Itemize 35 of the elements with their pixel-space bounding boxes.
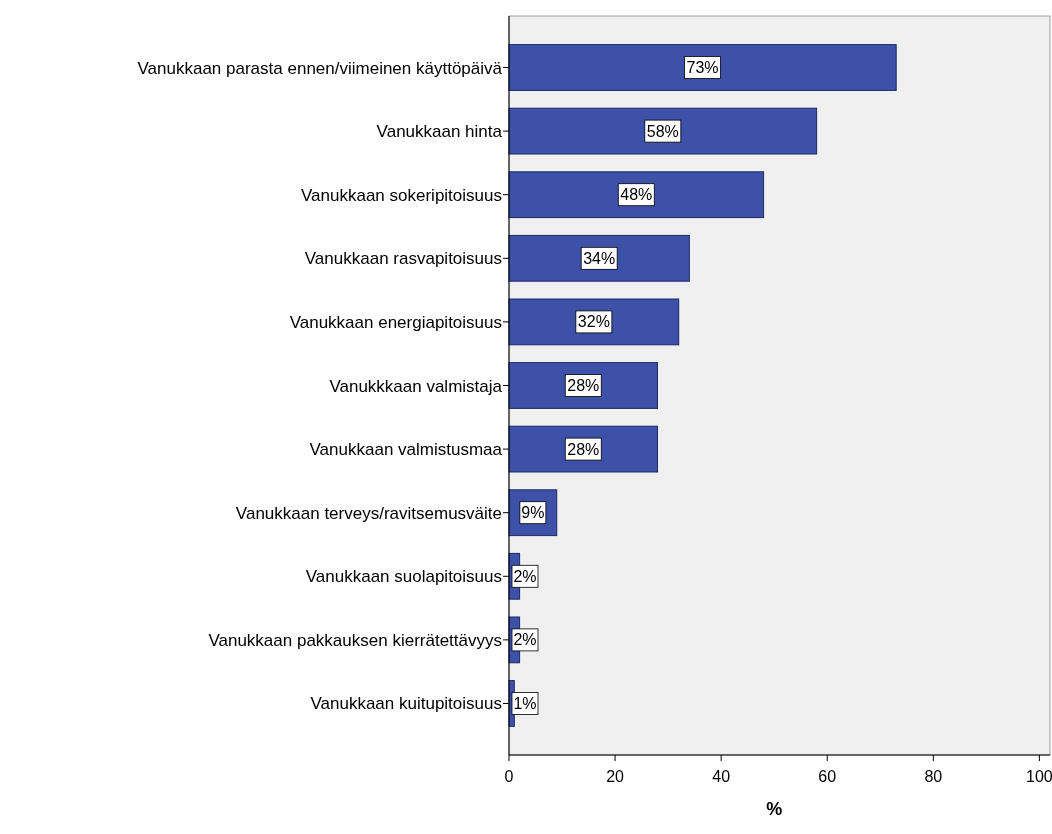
y-tick-label: Vanukkaan pakkauksen kierrätettävyys — [208, 630, 502, 650]
bar — [508, 362, 659, 409]
x-tick-label: 0 — [504, 768, 514, 785]
y-tick-label: Vanukkaan sokeripitoisuus — [301, 185, 502, 205]
y-tick-label: Vanukkaan hinta — [376, 122, 503, 142]
y-tick-label: Vanukkaan valmistusmaa — [309, 440, 503, 460]
data-label: 9% — [521, 504, 545, 522]
x-tick-label: 20 — [606, 768, 625, 785]
y-tick-label: Vanukkaan rasvapitoisuus — [304, 249, 502, 269]
data-label: 73% — [686, 59, 719, 77]
y-tick-label: Vanukkaan parasta ennen/viimeinen käyttöpäivä — [137, 58, 503, 78]
x-tick-label: 100 — [1026, 768, 1052, 785]
bar — [508, 107, 818, 155]
data-label: 2% — [513, 567, 537, 585]
data-label: 28% — [567, 377, 600, 394]
x-tick-label: 40 — [712, 768, 731, 785]
y-tick-label: Vanukkaan kuitupitoisuus — [310, 694, 502, 714]
data-label: 58% — [646, 122, 679, 140]
bar — [508, 44, 897, 91]
bar — [508, 234, 690, 282]
data-label: 1% — [513, 694, 537, 712]
data-label: 48% — [620, 186, 653, 204]
data-label: 28% — [567, 440, 600, 458]
x-axis-title: % — [766, 799, 783, 819]
y-tick-label: Vanukkaan suolapitoisuus — [305, 567, 502, 587]
bar — [508, 298, 680, 346]
y-tick-label: Vanukkaan energiapitoisuus — [289, 312, 502, 332]
data-label: 34% — [583, 249, 616, 267]
y-tick-label: Vanukkkaan valmistaja — [329, 376, 503, 396]
y-tick-label: Vanukkaan terveys/ravitsemusväite — [235, 503, 502, 523]
bar — [508, 171, 765, 219]
x-tick-label: 80 — [924, 768, 943, 785]
data-label: 32% — [577, 313, 610, 331]
x-tick-label: 60 — [818, 768, 837, 785]
data-label: 2% — [513, 631, 537, 649]
